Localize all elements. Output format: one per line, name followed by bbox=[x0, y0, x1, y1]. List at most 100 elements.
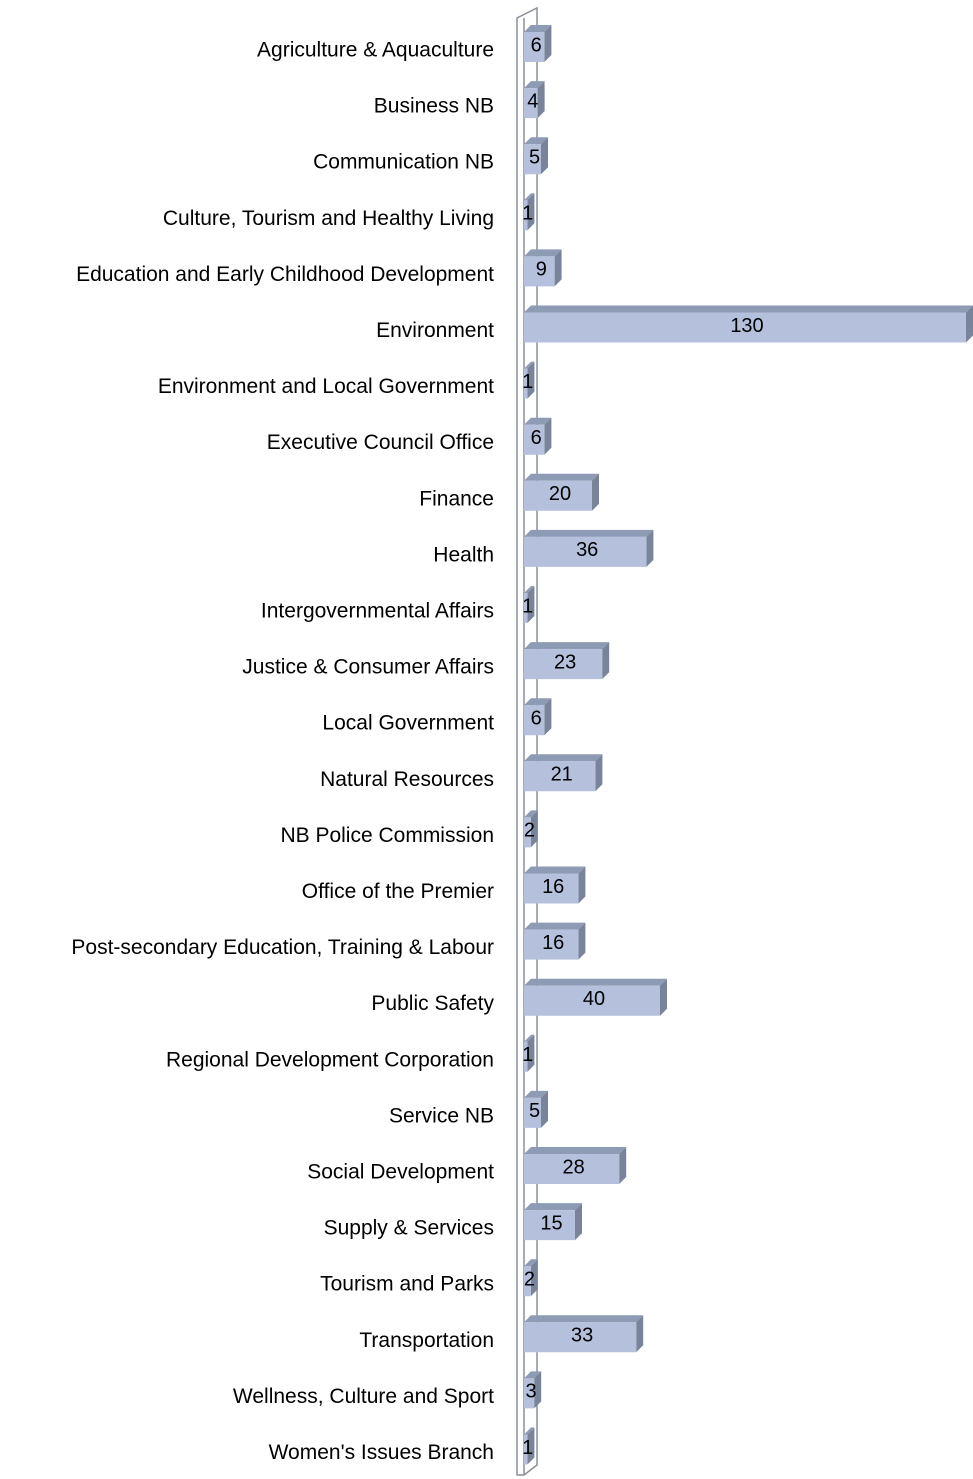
bar bbox=[524, 473, 599, 511]
bar-side bbox=[527, 1427, 535, 1465]
bar-top bbox=[524, 810, 538, 818]
category-label: Office of the Premier bbox=[302, 880, 494, 903]
bar-side bbox=[530, 810, 538, 848]
value-label: 1 bbox=[522, 1437, 533, 1459]
value-label: 16 bbox=[542, 876, 564, 898]
bar-side bbox=[575, 1203, 582, 1241]
category-label: Service NB bbox=[389, 1104, 494, 1127]
bar-front bbox=[524, 817, 531, 848]
category-label: Public Safety bbox=[371, 992, 494, 1015]
bar-top bbox=[524, 305, 973, 313]
bar-top bbox=[524, 1315, 644, 1323]
bar bbox=[524, 754, 603, 792]
value-label: 1 bbox=[522, 595, 533, 617]
bar-side bbox=[966, 305, 973, 343]
bar-side bbox=[537, 81, 545, 119]
bar-side bbox=[541, 137, 548, 175]
bar-top bbox=[524, 193, 535, 201]
value-label: 23 bbox=[554, 651, 576, 673]
value-label: 6 bbox=[531, 707, 542, 729]
bar-top bbox=[524, 698, 552, 706]
bar-top bbox=[524, 1371, 542, 1379]
bar bbox=[524, 1147, 627, 1184]
bar-front bbox=[524, 1378, 535, 1409]
value-label: 21 bbox=[551, 764, 573, 786]
bar bbox=[524, 922, 586, 960]
bar-side bbox=[592, 473, 599, 511]
bar-front bbox=[524, 1097, 541, 1128]
bar-side bbox=[578, 866, 586, 904]
bar bbox=[524, 361, 535, 399]
bar bbox=[524, 1371, 542, 1409]
bar bbox=[524, 1034, 535, 1072]
bar-front bbox=[524, 312, 966, 343]
bar bbox=[524, 81, 545, 119]
value-label: 3 bbox=[526, 1381, 537, 1403]
bar-top bbox=[524, 81, 545, 89]
category-label: Local Government bbox=[322, 712, 494, 735]
bar-side bbox=[527, 586, 535, 623]
value-label: 15 bbox=[540, 1212, 562, 1234]
bar-top bbox=[524, 529, 654, 537]
bar bbox=[524, 810, 538, 848]
category-label: Social Development bbox=[307, 1161, 494, 1184]
value-label: 6 bbox=[531, 427, 542, 449]
bar-top bbox=[524, 137, 548, 145]
bar bbox=[524, 866, 586, 904]
value-label: 2 bbox=[524, 1268, 535, 1290]
bar bbox=[524, 137, 548, 175]
category-label: Agriculture & Aquaculture bbox=[257, 39, 494, 62]
bar-front bbox=[524, 873, 579, 904]
category-label: Natural Resources bbox=[320, 768, 494, 791]
bar bbox=[524, 1203, 582, 1241]
bar-front bbox=[524, 200, 528, 231]
category-label: Regional Development Corporation bbox=[166, 1048, 494, 1071]
value-label: 130 bbox=[730, 315, 763, 337]
bar-top bbox=[524, 25, 552, 32]
category-label: Culture, Tourism and Healthy Living bbox=[163, 207, 494, 230]
category-label: Education and Early Childhood Developmen… bbox=[76, 263, 494, 286]
bar bbox=[524, 978, 667, 1016]
bar-side bbox=[636, 1315, 644, 1353]
bar-top bbox=[524, 586, 535, 593]
category-label: Communication NB bbox=[313, 151, 494, 174]
bar-top bbox=[524, 978, 667, 986]
value-label: 40 bbox=[583, 988, 605, 1010]
category-label: Women's Issues Branch bbox=[269, 1441, 494, 1464]
bar-front bbox=[524, 256, 555, 287]
bar-top bbox=[524, 1259, 538, 1267]
bar-front bbox=[524, 929, 579, 960]
value-label: 16 bbox=[542, 932, 564, 954]
bar-side bbox=[619, 1147, 627, 1184]
bar-side bbox=[595, 754, 603, 792]
value-label: 5 bbox=[529, 146, 540, 168]
bar-top bbox=[524, 754, 603, 762]
bar-side bbox=[527, 1034, 535, 1072]
bar-side bbox=[534, 1371, 542, 1409]
bar-top bbox=[524, 417, 552, 425]
bar-front bbox=[524, 1154, 620, 1184]
bar-front bbox=[524, 368, 528, 399]
bar bbox=[524, 642, 610, 680]
bar-front bbox=[524, 1322, 637, 1353]
bar bbox=[524, 305, 973, 343]
bar-top bbox=[524, 1147, 627, 1154]
bar bbox=[524, 1315, 644, 1353]
bar bbox=[524, 698, 552, 736]
bar bbox=[524, 529, 654, 567]
category-label: Health bbox=[433, 543, 494, 566]
bar-side bbox=[527, 193, 535, 231]
bar-front bbox=[524, 1434, 528, 1465]
category-label: Transportation bbox=[359, 1329, 494, 1352]
bar-top bbox=[524, 361, 535, 369]
bar bbox=[524, 249, 562, 287]
bar-front bbox=[524, 424, 545, 455]
bar-side bbox=[660, 978, 667, 1016]
category-label: Environment bbox=[376, 319, 494, 342]
bar-side bbox=[541, 1090, 548, 1128]
bar-side bbox=[544, 25, 552, 62]
bar-top bbox=[524, 1203, 582, 1211]
bar-front bbox=[524, 1041, 528, 1072]
bar-top bbox=[524, 1034, 535, 1042]
